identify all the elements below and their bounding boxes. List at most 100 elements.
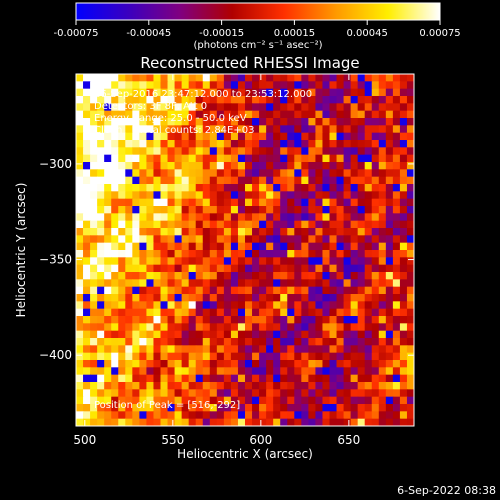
heatmap-pixel bbox=[160, 191, 169, 200]
heatmap-pixel bbox=[399, 418, 408, 426]
heatmap-pixel bbox=[83, 272, 91, 280]
heatmap-pixel bbox=[181, 389, 190, 398]
heatmap-pixel bbox=[83, 301, 91, 310]
heatmap-pixel bbox=[237, 242, 246, 251]
heatmap-pixel bbox=[195, 176, 204, 185]
heatmap-pixel bbox=[357, 96, 366, 104]
heatmap-pixel bbox=[280, 228, 288, 236]
heatmap-pixel bbox=[378, 206, 387, 214]
heatmap-pixel bbox=[181, 74, 190, 82]
heatmap-pixel bbox=[160, 176, 169, 185]
heatmap-pixel bbox=[357, 338, 366, 346]
heatmap-pixel bbox=[160, 110, 169, 119]
heatmap-pixel bbox=[315, 220, 324, 229]
heatmap-pixel bbox=[202, 206, 211, 214]
heatmap-pixel bbox=[315, 88, 324, 97]
heatmap-pixel bbox=[202, 191, 211, 200]
heatmap-pixel bbox=[301, 176, 309, 185]
heatmap-pixel bbox=[167, 257, 176, 266]
heatmap-pixel bbox=[266, 132, 274, 141]
heatmap-pixel bbox=[188, 308, 197, 317]
heatmap-pixel bbox=[174, 301, 183, 310]
heatmap-pixel bbox=[181, 279, 190, 288]
heatmap-pixel bbox=[111, 264, 119, 273]
heatmap-pixel bbox=[195, 396, 204, 405]
heatmap-pixel bbox=[245, 118, 253, 126]
heatmap-pixel bbox=[364, 418, 373, 426]
heatmap-pixel bbox=[322, 132, 331, 141]
heatmap-pixel bbox=[336, 279, 345, 288]
heatmap-pixel bbox=[181, 81, 190, 90]
heatmap-pixel bbox=[406, 154, 414, 163]
heatmap-pixel bbox=[181, 411, 190, 420]
heatmap-pixel bbox=[357, 242, 366, 251]
heatmap-pixel bbox=[350, 206, 359, 214]
heatmap-pixel bbox=[280, 147, 288, 156]
heatmap-pixel bbox=[90, 242, 98, 251]
heatmap-pixel bbox=[104, 286, 112, 295]
heatmap-pixel bbox=[294, 96, 302, 104]
heatmap-pixel bbox=[153, 352, 162, 361]
heatmap-pixel bbox=[153, 345, 162, 354]
heatmap-pixel bbox=[336, 323, 345, 332]
heatmap-pixel bbox=[399, 176, 408, 185]
heatmap-pixel bbox=[245, 286, 253, 295]
heatmap-pixel bbox=[392, 250, 401, 258]
heatmap-pixel bbox=[399, 338, 408, 346]
heatmap-pixel bbox=[322, 250, 331, 258]
heatmap-pixel bbox=[245, 301, 253, 310]
heatmap-pixel bbox=[125, 294, 133, 302]
heatmap-pixel bbox=[139, 242, 148, 251]
heatmap-pixel bbox=[357, 323, 366, 332]
heatmap-pixel bbox=[280, 389, 288, 398]
heatmap-pixel bbox=[237, 286, 246, 295]
heatmap-pixel bbox=[315, 74, 324, 82]
heatmap-pixel bbox=[399, 147, 408, 156]
heatmap-pixel bbox=[160, 404, 169, 412]
heatmap-pixel bbox=[90, 301, 98, 310]
heatmap-pixel bbox=[125, 257, 133, 266]
heatmap-pixel bbox=[104, 411, 112, 420]
heatmap-pixel bbox=[378, 418, 387, 426]
heatmap-pixel bbox=[280, 169, 288, 178]
heatmap-pixel bbox=[83, 257, 91, 266]
heatmap-pixel bbox=[245, 154, 253, 163]
heatmap-pixel bbox=[146, 360, 155, 368]
heatmap-pixel bbox=[153, 125, 162, 134]
heatmap-pixel bbox=[385, 206, 394, 214]
heatmap-pixel bbox=[83, 88, 91, 97]
heatmap-pixel bbox=[104, 220, 112, 229]
heatmap-pixel bbox=[174, 169, 183, 178]
heatmap-pixel bbox=[160, 360, 169, 368]
heatmap-pixel bbox=[385, 162, 394, 170]
heatmap-pixel bbox=[280, 257, 288, 266]
heatmap-pixel bbox=[146, 279, 155, 288]
heatmap-pixel bbox=[364, 206, 373, 214]
heatmap-pixel bbox=[181, 294, 190, 302]
heatmap-pixel bbox=[392, 323, 401, 332]
heatmap-pixel bbox=[188, 242, 197, 251]
heatmap-pixel bbox=[294, 264, 302, 273]
heatmap-pixel bbox=[139, 88, 148, 97]
heatmap-pixel bbox=[315, 264, 324, 273]
heatmap-pixel bbox=[216, 96, 225, 104]
heatmap-pixel bbox=[216, 242, 225, 251]
heatmap-pixel bbox=[167, 411, 176, 420]
heatmap-pixel bbox=[385, 228, 394, 236]
heatmap-pixel bbox=[174, 96, 183, 104]
heatmap-pixel bbox=[392, 220, 401, 229]
heatmap-pixel bbox=[230, 88, 239, 97]
heatmap-pixel bbox=[266, 404, 274, 412]
heatmap-pixel bbox=[160, 118, 169, 126]
heatmap-pixel bbox=[280, 382, 288, 390]
heatmap-pixel bbox=[83, 220, 91, 229]
heatmap-pixel bbox=[371, 360, 380, 368]
heatmap-pixel bbox=[399, 389, 408, 398]
heatmap-pixel bbox=[153, 316, 162, 324]
heatmap-pixel bbox=[294, 125, 302, 134]
heatmap-pixel bbox=[322, 125, 331, 134]
heatmap-pixel bbox=[329, 110, 338, 119]
heatmap-pixel bbox=[76, 110, 84, 119]
heatmap-pixel bbox=[188, 272, 197, 280]
heatmap-pixel bbox=[97, 404, 105, 412]
